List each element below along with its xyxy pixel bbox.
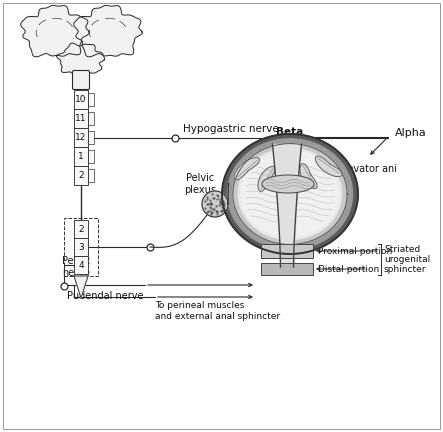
- Text: 11: 11: [75, 114, 87, 123]
- Text: 2: 2: [78, 225, 84, 234]
- Bar: [88, 93, 94, 106]
- Bar: [88, 150, 94, 163]
- Polygon shape: [238, 149, 342, 240]
- Text: Hypogastric nerve: Hypogastric nerve: [183, 124, 279, 133]
- Polygon shape: [233, 143, 347, 245]
- Text: Bladder: Bladder: [268, 204, 312, 214]
- Bar: [261, 263, 313, 275]
- Text: Alpha: Alpha: [395, 128, 427, 138]
- FancyBboxPatch shape: [73, 70, 89, 89]
- Text: Proximal portion: Proximal portion: [318, 247, 392, 255]
- Bar: [74, 90, 88, 109]
- Polygon shape: [56, 43, 105, 78]
- Text: Pelvic
nerve: Pelvic nerve: [62, 256, 90, 278]
- Text: 1: 1: [78, 152, 84, 161]
- Text: To perineal muscles
and external anal sphincter: To perineal muscles and external anal sp…: [155, 301, 280, 321]
- Polygon shape: [74, 276, 88, 298]
- Polygon shape: [300, 164, 317, 188]
- Text: 2: 2: [78, 171, 84, 180]
- Ellipse shape: [262, 175, 314, 193]
- Polygon shape: [202, 191, 228, 217]
- Text: Levator ani: Levator ani: [342, 164, 397, 174]
- Polygon shape: [227, 139, 353, 249]
- Bar: [88, 169, 94, 182]
- Polygon shape: [222, 134, 358, 254]
- Bar: [64, 218, 98, 276]
- Text: Striated
urogenital
sphincter: Striated urogenital sphincter: [384, 245, 430, 274]
- Bar: [88, 131, 94, 144]
- Text: Trigone: Trigone: [272, 180, 303, 188]
- Text: Distal portion: Distal portion: [318, 264, 379, 273]
- Bar: [74, 238, 88, 256]
- Bar: [74, 147, 88, 166]
- Polygon shape: [74, 6, 142, 57]
- Polygon shape: [241, 151, 339, 237]
- Text: Beta: Beta: [276, 127, 303, 137]
- Text: 10: 10: [75, 95, 87, 104]
- Bar: [74, 109, 88, 128]
- Text: Pelvic
plexus: Pelvic plexus: [184, 173, 216, 195]
- Polygon shape: [315, 156, 342, 177]
- Polygon shape: [21, 6, 89, 57]
- Bar: [88, 112, 94, 125]
- Text: 3: 3: [78, 242, 84, 251]
- Polygon shape: [234, 158, 260, 180]
- Bar: [74, 166, 88, 185]
- Text: Pudendal nerve: Pudendal nerve: [67, 291, 144, 301]
- Bar: [74, 128, 88, 147]
- Text: 4: 4: [78, 260, 84, 270]
- Bar: [74, 220, 88, 238]
- Bar: [74, 256, 88, 274]
- Polygon shape: [258, 166, 275, 191]
- Text: 12: 12: [75, 133, 87, 142]
- Bar: [261, 244, 313, 258]
